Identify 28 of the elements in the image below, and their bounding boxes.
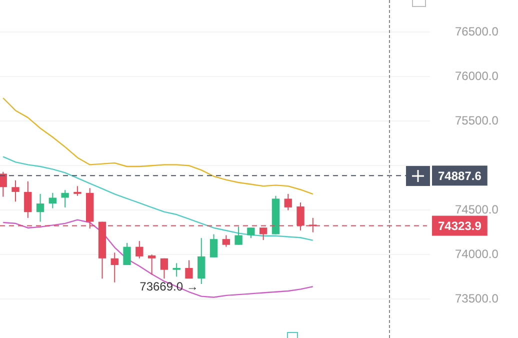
candlestick — [172, 262, 180, 278]
candlestick — [247, 227, 255, 239]
ref-line-label: 74323.9 — [438, 219, 482, 234]
candlestick — [0, 171, 7, 198]
y-tick-label: 75500.0 — [455, 113, 499, 128]
candlestick — [185, 260, 193, 280]
candlestick — [36, 193, 44, 222]
candlestick — [210, 234, 218, 258]
y-tick-label: 73500.0 — [455, 291, 499, 306]
candlestick — [12, 180, 20, 202]
candlestick — [24, 180, 32, 218]
candlestick — [136, 240, 144, 259]
y-tick-label: 76500.0 — [455, 24, 499, 39]
candlestick — [284, 193, 292, 211]
y-tick-label: 76000.0 — [455, 68, 499, 83]
candlestick — [198, 238, 206, 284]
ref-line-label: 74887.6 — [438, 168, 482, 183]
candlestick — [160, 258, 168, 280]
candlestick — [61, 190, 69, 208]
candlestick — [48, 192, 57, 209]
candlestick — [222, 234, 230, 248]
candlestick — [123, 242, 131, 266]
y-tick-label: 74000.0 — [455, 246, 499, 261]
candlestick — [234, 226, 242, 246]
candlestick — [148, 254, 156, 276]
candlestick — [74, 186, 82, 196]
candlestick — [110, 252, 118, 283]
y-tick-label: 74500.0 — [455, 202, 499, 216]
